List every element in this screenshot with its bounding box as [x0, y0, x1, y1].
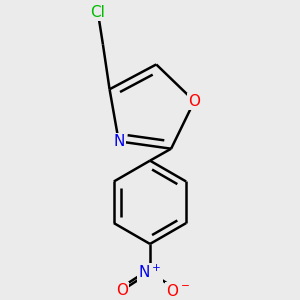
Text: O: O: [188, 94, 200, 109]
Text: N: N: [113, 134, 124, 149]
Text: O: O: [116, 283, 128, 298]
Text: Cl: Cl: [91, 5, 105, 20]
Text: N$^+$: N$^+$: [138, 264, 162, 281]
Text: O$^-$: O$^-$: [166, 283, 190, 298]
